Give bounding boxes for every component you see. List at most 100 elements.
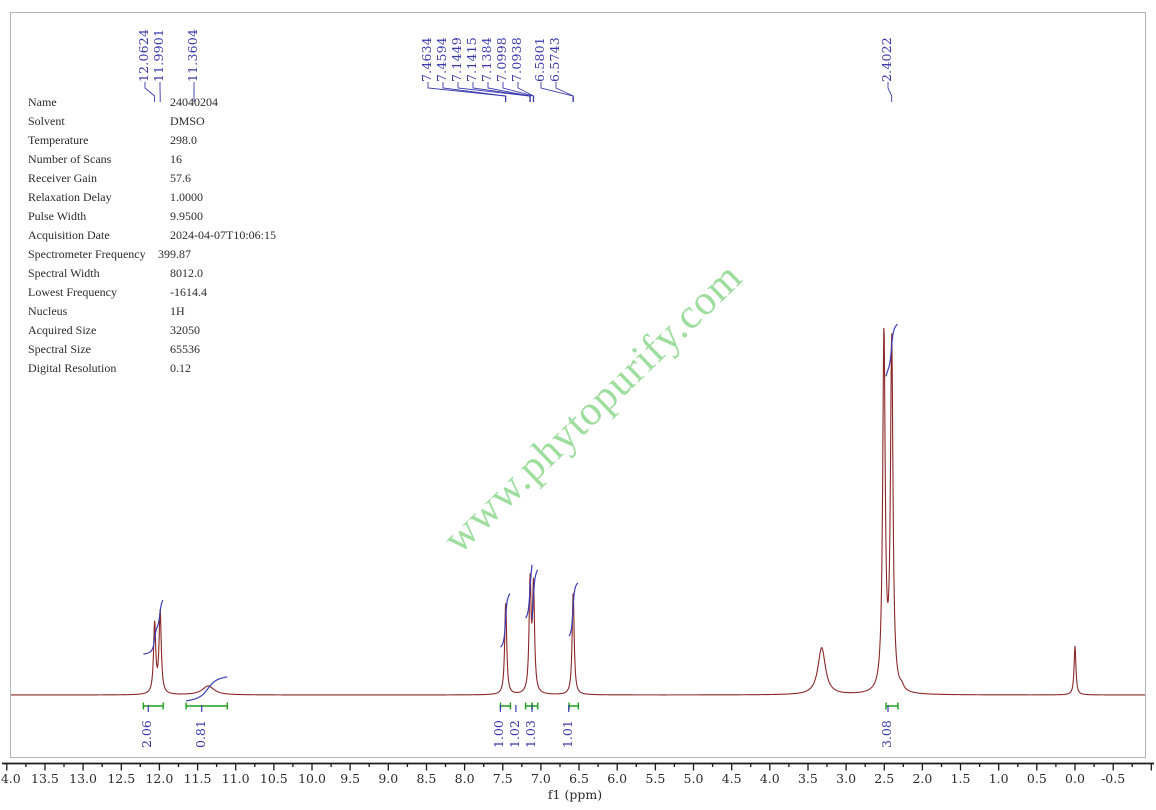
axis-tick-label: 1.5 <box>950 771 971 786</box>
parameter-row: Name 24040204 <box>28 95 448 113</box>
axis-tick-label: 13.5 <box>31 771 59 786</box>
integral-curve <box>500 593 511 648</box>
param-label: Acquisition Date <box>28 228 110 242</box>
axis-tick-label: 7.0 <box>530 771 551 786</box>
param-value: 399.87 <box>158 247 191 261</box>
parameter-row: Acquired Size 32050 <box>28 323 448 341</box>
param-label: Digital Resolution <box>28 361 117 375</box>
param-value: 2024-04-07T10:06:15 <box>170 228 276 242</box>
param-value: 0.12 <box>170 361 191 375</box>
integral-curve <box>885 323 898 377</box>
axis-tick-label: 10.0 <box>298 771 326 786</box>
param-value: 57.6 <box>170 171 191 185</box>
axis-tick-label: 13.0 <box>69 771 98 786</box>
parameter-row: Digital Resolution 0.12 <box>28 361 448 379</box>
axis-tick-label: 2.0 <box>912 771 933 786</box>
integral-curve <box>568 582 579 637</box>
peak-label-connector <box>887 82 893 102</box>
integral-value-label: 1.02 <box>506 720 522 748</box>
parameter-row: Solvent DMSO <box>28 114 448 132</box>
parameter-row: Relaxation Delay 1.0000 <box>28 190 448 208</box>
axis-tick-label: 14.0 <box>0 771 21 786</box>
axis-tick-label: 2.5 <box>874 771 895 786</box>
param-label: Relaxation Delay <box>28 190 112 204</box>
parameter-row: Spectral Size 65536 <box>28 342 448 360</box>
param-value: 1.0000 <box>170 190 203 204</box>
peak-label: 6.5801 <box>532 37 547 82</box>
param-value: 65536 <box>170 342 200 356</box>
param-value: 9.9500 <box>170 209 203 223</box>
axis-tick-label: 5.0 <box>683 771 704 786</box>
parameter-row: Nucleus 1H <box>28 304 448 322</box>
integral-value-label: 0.81 <box>192 720 208 748</box>
param-label: Solvent <box>28 114 65 128</box>
axis-tick-label: 7.5 <box>492 771 513 786</box>
axis-tick-label: 4.5 <box>721 771 742 786</box>
peak-label: 7.0938 <box>509 37 524 82</box>
param-value: 298.0 <box>170 133 197 147</box>
integral-value-label: 1.03 <box>522 720 538 748</box>
integral-value-label: 1.01 <box>559 720 575 748</box>
parameter-row: Spectrometer Frequency 399.87 <box>28 247 448 265</box>
plot-border <box>10 12 1146 758</box>
parameter-row: Acquisition Date 2024-04-07T10:06:15 <box>28 228 448 246</box>
peak-label: 7.1384 <box>479 37 494 82</box>
peak-label: 11.9901 <box>151 28 166 82</box>
peak-label: 6.5743 <box>547 37 562 82</box>
axis-tick-label: 8.5 <box>416 771 437 786</box>
peak-label-connector <box>472 82 531 102</box>
param-value: 32050 <box>170 323 200 337</box>
parameter-row: Spectral Width 8012.0 <box>28 266 448 284</box>
peak-label-connector <box>144 82 156 102</box>
param-label: Nucleus <box>28 304 68 318</box>
axis-tick-label: 0.0 <box>1065 771 1085 786</box>
parameter-row: Receiver Gain 57.6 <box>28 171 448 189</box>
axis-tick-label: 6.5 <box>569 771 589 786</box>
axis-tick-label: 9.5 <box>340 771 361 786</box>
axis-tick-label: 5.5 <box>645 771 666 786</box>
param-label: Receiver Gain <box>28 171 97 185</box>
peak-label-connector <box>555 82 574 102</box>
peak-label: 7.1449 <box>449 37 464 82</box>
param-value: 1H <box>170 304 185 318</box>
integral-bracket <box>142 702 164 710</box>
param-value: DMSO <box>170 114 205 128</box>
peak-label: 2.4022 <box>879 37 894 82</box>
axis-tick-label: 6.0 <box>607 771 628 786</box>
axis-tick-label: 3.0 <box>836 771 857 786</box>
param-value: 24040204 <box>170 95 218 109</box>
integral-curve <box>531 569 539 620</box>
parameter-row: Pulse Width 9.9500 <box>28 209 448 227</box>
peak-label: 12.0624 <box>136 28 151 82</box>
axis-tick-label: 0.5 <box>1026 771 1047 786</box>
peak-label: 11.3604 <box>185 28 200 82</box>
param-label: Pulse Width <box>28 209 87 223</box>
param-label: Acquired Size <box>28 323 97 337</box>
parameter-row: Number of Scans 16 <box>28 152 448 170</box>
integral-curve <box>143 599 164 655</box>
param-value: 16 <box>170 152 182 166</box>
param-label: Spectrometer Frequency <box>28 247 146 261</box>
axis-tick-label: 8.0 <box>454 771 475 786</box>
axis-tick-label: 12.0 <box>145 771 174 786</box>
axis-tick-label: 9.0 <box>378 771 399 786</box>
axis-tick-label: 4.0 <box>759 771 780 786</box>
peak-label: 7.4634 <box>419 37 434 82</box>
integral-value-label: 3.08 <box>878 720 894 748</box>
axis-tick-label: 11.5 <box>183 771 212 786</box>
param-value: -1614.4 <box>170 285 207 299</box>
integral-value-label: 1.00 <box>491 720 507 748</box>
peak-label: 7.1415 <box>464 37 479 82</box>
peak-label-connector <box>540 82 574 102</box>
peak-label-connector <box>442 82 507 102</box>
axis-tick-label: 12.5 <box>107 771 136 786</box>
peak-label: 7.0998 <box>494 37 509 82</box>
param-label: Spectral Width <box>28 266 100 280</box>
param-label: Spectral Size <box>28 342 91 356</box>
x-axis-title: f1 (ppm) <box>547 787 603 802</box>
parameter-row: Lowest Frequency -1614.4 <box>28 285 448 303</box>
param-label: Temperature <box>28 133 89 147</box>
axis-tick-label: 1.0 <box>988 771 1009 786</box>
param-value: 8012.0 <box>170 266 203 280</box>
